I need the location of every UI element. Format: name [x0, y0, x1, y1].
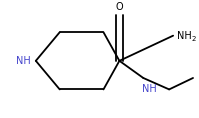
Text: NH: NH	[16, 56, 31, 66]
Text: O: O	[116, 2, 123, 12]
Text: NH: NH	[177, 31, 192, 41]
Text: NH: NH	[142, 84, 157, 94]
Text: 2: 2	[191, 36, 195, 42]
